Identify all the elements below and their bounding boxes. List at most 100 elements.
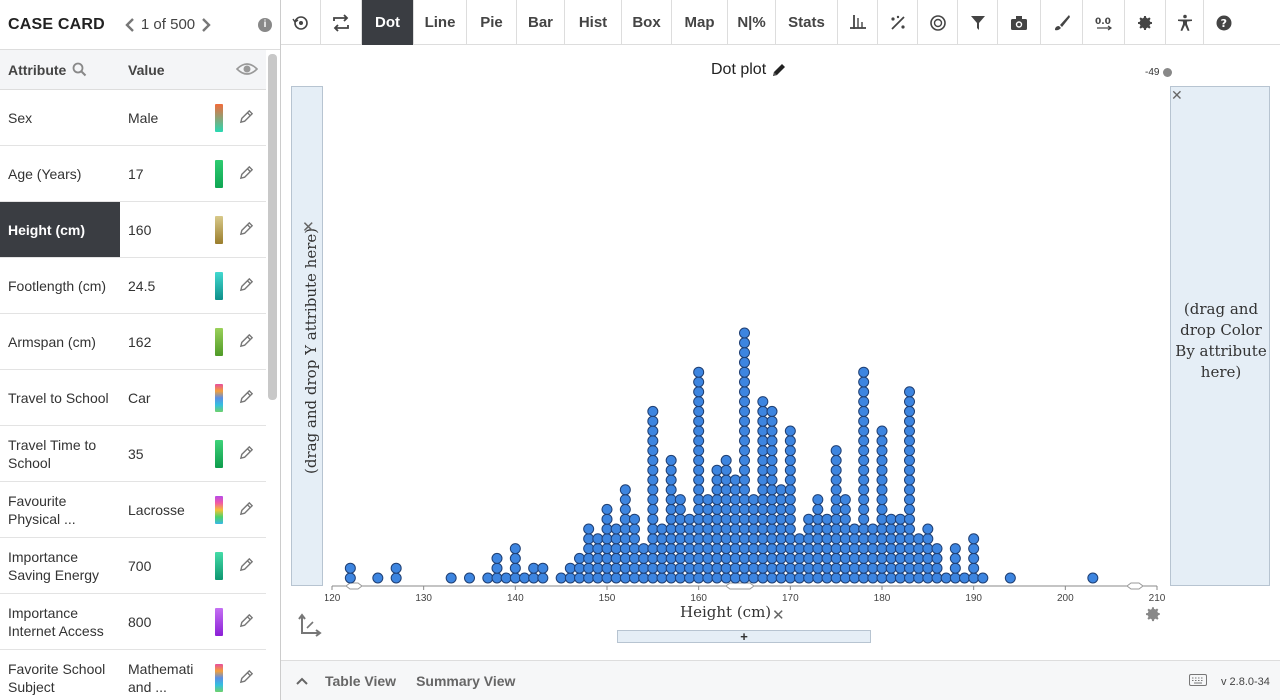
data-point[interactable] — [858, 386, 870, 398]
data-point[interactable] — [629, 543, 640, 555]
data-point[interactable] — [647, 543, 659, 555]
data-point[interactable] — [711, 494, 723, 506]
data-point[interactable] — [647, 513, 659, 525]
data-point[interactable] — [601, 533, 613, 545]
data-point[interactable] — [757, 484, 769, 496]
data-point[interactable] — [574, 562, 585, 574]
data-point[interactable] — [867, 543, 879, 555]
data-point[interactable] — [858, 464, 870, 476]
data-point[interactable] — [876, 562, 888, 574]
data-point[interactable] — [839, 523, 851, 535]
data-point[interactable] — [830, 562, 842, 574]
color-swatch[interactable] — [215, 664, 223, 692]
data-point[interactable] — [876, 425, 888, 437]
color-swatch[interactable] — [215, 496, 223, 524]
data-point[interactable] — [482, 572, 494, 584]
data-point[interactable] — [656, 543, 668, 555]
data-point[interactable] — [766, 523, 778, 535]
data-point[interactable] — [647, 405, 659, 417]
data-point[interactable] — [583, 552, 595, 564]
data-point[interactable] — [519, 572, 530, 584]
data-point[interactable] — [739, 327, 750, 339]
data-point[interactable] — [922, 552, 934, 564]
data-point[interactable] — [711, 503, 723, 515]
data-point[interactable] — [720, 474, 732, 486]
data-point[interactable] — [766, 464, 778, 476]
data-point[interactable] — [876, 572, 888, 584]
data-point[interactable] — [757, 533, 769, 545]
data-point[interactable] — [784, 523, 796, 535]
data-point[interactable] — [812, 572, 824, 584]
data-point[interactable] — [629, 562, 640, 574]
data-point[interactable] — [739, 503, 750, 515]
data-point[interactable] — [766, 474, 778, 486]
edit-attribute-pencil-icon[interactable] — [239, 613, 254, 628]
data-point[interactable] — [867, 523, 879, 535]
data-point[interactable] — [619, 562, 631, 574]
data-point[interactable] — [757, 494, 769, 506]
data-point[interactable] — [839, 572, 851, 584]
data-point[interactable] — [968, 543, 980, 555]
data-point[interactable] — [775, 523, 787, 535]
data-point[interactable] — [858, 503, 870, 515]
data-point[interactable] — [601, 552, 613, 564]
data-point[interactable] — [372, 572, 384, 584]
data-point[interactable] — [812, 513, 824, 525]
data-point[interactable] — [775, 503, 787, 515]
data-point[interactable] — [665, 474, 677, 486]
data-point[interactable] — [674, 503, 686, 515]
data-point[interactable] — [748, 533, 760, 545]
attribute-row[interactable]: Height (cm) 160 — [0, 202, 266, 258]
data-point[interactable] — [684, 552, 695, 564]
data-point[interactable] — [949, 543, 961, 555]
data-point[interactable] — [693, 396, 705, 408]
attribute-row[interactable]: Sex Male — [0, 90, 266, 146]
data-point[interactable] — [445, 572, 457, 584]
data-point[interactable] — [739, 386, 750, 398]
data-point[interactable] — [647, 494, 659, 506]
data-point[interactable] — [693, 543, 705, 555]
attribute-row[interactable]: Footlength (cm) 24.5 — [0, 258, 266, 314]
data-point[interactable] — [583, 533, 595, 545]
data-point[interactable] — [766, 435, 778, 447]
data-point[interactable] — [803, 523, 815, 535]
data-point[interactable] — [647, 503, 659, 515]
data-point[interactable] — [601, 513, 613, 525]
data-point[interactable] — [390, 562, 402, 574]
data-point[interactable] — [904, 562, 915, 574]
data-point[interactable] — [858, 552, 870, 564]
attribute-name[interactable]: Height (cm) — [0, 202, 120, 257]
data-point[interactable] — [876, 484, 888, 496]
data-point[interactable] — [794, 533, 805, 545]
data-point[interactable] — [629, 513, 640, 525]
data-point[interactable] — [904, 386, 915, 398]
data-point[interactable] — [766, 425, 778, 437]
data-point[interactable] — [775, 562, 787, 574]
data-point[interactable] — [904, 494, 915, 506]
data-point[interactable] — [904, 396, 915, 408]
data-point[interactable] — [959, 572, 970, 584]
data-point[interactable] — [665, 572, 677, 584]
attribute-row[interactable]: Importance Saving Energy 700 — [0, 538, 266, 594]
data-point[interactable] — [803, 533, 815, 545]
data-point[interactable] — [904, 425, 915, 437]
data-point[interactable] — [720, 572, 732, 584]
color-swatch[interactable] — [215, 104, 223, 132]
data-point[interactable] — [766, 415, 778, 427]
data-point[interactable] — [711, 543, 723, 555]
data-point[interactable] — [949, 562, 961, 574]
data-point[interactable] — [739, 562, 750, 574]
data-point[interactable] — [766, 503, 778, 515]
data-point[interactable] — [784, 454, 796, 466]
data-point[interactable] — [876, 494, 888, 506]
data-point[interactable] — [693, 415, 705, 427]
data-point[interactable] — [812, 562, 824, 574]
data-point[interactable] — [674, 494, 686, 506]
data-point[interactable] — [619, 523, 631, 535]
data-point[interactable] — [812, 523, 824, 535]
data-point[interactable] — [739, 337, 750, 349]
data-point[interactable] — [647, 562, 659, 574]
data-point[interactable] — [665, 552, 677, 564]
data-point[interactable] — [720, 454, 732, 466]
data-point[interactable] — [867, 552, 879, 564]
